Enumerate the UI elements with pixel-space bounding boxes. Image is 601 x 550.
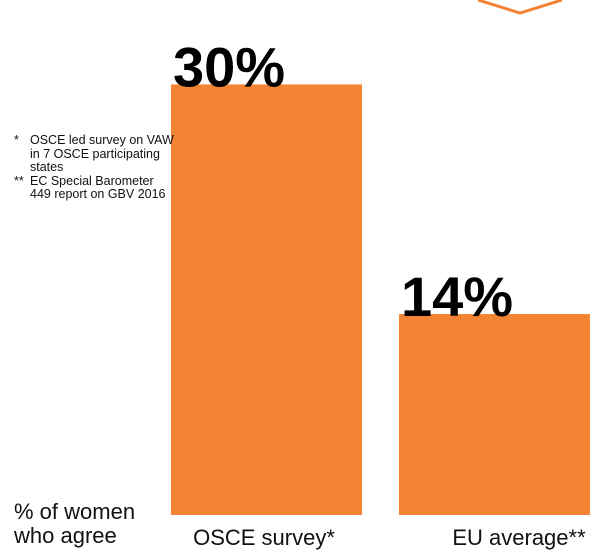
bar-1 — [171, 84, 362, 515]
value-label-1: 30% — [173, 35, 285, 98]
y-axis-label: % of women who agree — [14, 499, 136, 548]
footnote-2-marker: ** — [14, 173, 24, 188]
value-label-2: 14% — [401, 265, 513, 328]
bars-group — [171, 84, 590, 515]
footnote-1-text: OSCE led survey on VAW in 7 OSCE partici… — [30, 133, 174, 174]
footnote-2: ** EC Special Barometer 449 report on GB… — [14, 173, 174, 202]
category-labels-group: OSCE survey* EU average** — [193, 525, 586, 550]
footnote-2-text: EC Special Barometer 449 report on GBV 2… — [30, 173, 166, 201]
footnote-1: * OSCE led survey on VAW in 7 OSCE parti… — [14, 133, 174, 175]
bar-2 — [399, 314, 590, 515]
chevron-shape — [477, 0, 563, 15]
category-label-1: OSCE survey* — [193, 525, 335, 550]
decorative-chevron — [477, 0, 563, 15]
category-label-2: EU average** — [452, 525, 586, 550]
value-labels-group: 30% 14% — [173, 35, 513, 328]
footnotes: * OSCE led survey on VAW in 7 OSCE parti… — [14, 133, 174, 202]
footnote-1-marker: * — [14, 133, 19, 147]
